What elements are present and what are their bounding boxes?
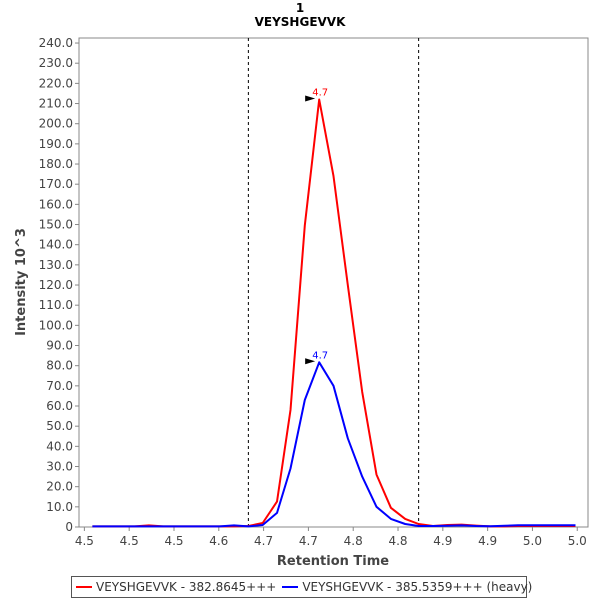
chart-title: 1	[296, 1, 304, 15]
x-tick-label: 5.0	[568, 534, 587, 548]
y-tick-label: 120.0	[39, 278, 73, 292]
y-tick-label: 60.0	[46, 399, 73, 413]
y-tick-label: 180.0	[39, 157, 73, 171]
y-tick-label: 20.0	[46, 480, 73, 494]
y-tick-label: 0	[65, 520, 73, 534]
legend-item-light: VEYSHGEVVK - 382.8645+++	[76, 580, 276, 594]
plot-area	[78, 37, 589, 528]
y-tick-label: 220.0	[39, 76, 73, 90]
x-tick-label: 4.6	[209, 534, 228, 548]
legend-label: VEYSHGEVVK - 382.8645+++	[96, 580, 277, 594]
x-tick-label: 4.7	[299, 534, 318, 548]
y-tick-label: 30.0	[46, 460, 73, 474]
chart-legend: VEYSHGEVVK - 382.8645+++ VEYSHGEVVK - 38…	[71, 576, 532, 598]
y-tick-label: 210.0	[39, 97, 73, 111]
legend-swatch-red	[76, 586, 92, 588]
x-tick-label: 5.0	[523, 534, 542, 548]
y-tick-label: 110.0	[39, 298, 73, 312]
legend-item-heavy: VEYSHGEVVK - 385.5359+++ (heavy)	[282, 580, 532, 594]
x-tick-label: 4.9	[433, 534, 452, 548]
x-tick-label: 4.7	[254, 534, 273, 548]
y-tick-label: 70.0	[46, 379, 73, 393]
series-line-1	[92, 361, 576, 528]
y-tick-label: 230.0	[39, 56, 73, 70]
legend-swatch-blue	[282, 586, 299, 588]
x-tick-label: 4.8	[344, 534, 363, 548]
y-tick-label: 160.0	[39, 197, 73, 211]
y-axis-label: Intensity 10^3	[14, 228, 29, 336]
y-tick-label: 150.0	[39, 218, 73, 232]
y-tick-label: 190.0	[39, 137, 73, 151]
y-tick-label: 130.0	[39, 258, 73, 272]
y-tick-label: 90.0	[46, 339, 73, 353]
peak-marker-icon	[305, 95, 316, 102]
x-tick-label: 4.8	[388, 534, 407, 548]
x-axis-label: Retention Time	[277, 554, 389, 569]
legend-label: VEYSHGEVVK - 385.5359+++ (heavy)	[302, 580, 533, 594]
y-tick-label: 40.0	[46, 439, 73, 453]
chart-subtitle: VEYSHGEVVK	[255, 15, 346, 29]
x-tick-label: 4.5	[75, 534, 94, 548]
y-tick-label: 200.0	[39, 117, 73, 131]
x-tick-label: 4.5	[120, 534, 139, 548]
peak-marker-icon	[305, 358, 316, 365]
y-tick-label: 100.0	[39, 318, 73, 332]
peak-label: 4.7	[312, 88, 328, 99]
y-tick-label: 140.0	[39, 238, 73, 252]
y-tick-label: 170.0	[39, 177, 73, 191]
y-tick-label: 50.0	[46, 419, 73, 433]
chromatogram-chart: 1 VEYSHGEVVK 0 10.0 20.0 30.0 40.0 50.0 60.0 70…	[14, 1, 589, 569]
peak-label: 4.7	[312, 350, 328, 361]
x-tick-label: 4.9	[478, 534, 497, 548]
y-tick-label: 80.0	[46, 359, 73, 373]
y-tick-label: 10.0	[46, 500, 73, 514]
x-tick-label: 4.5	[164, 534, 183, 548]
y-tick-label: 240.0	[39, 36, 73, 50]
